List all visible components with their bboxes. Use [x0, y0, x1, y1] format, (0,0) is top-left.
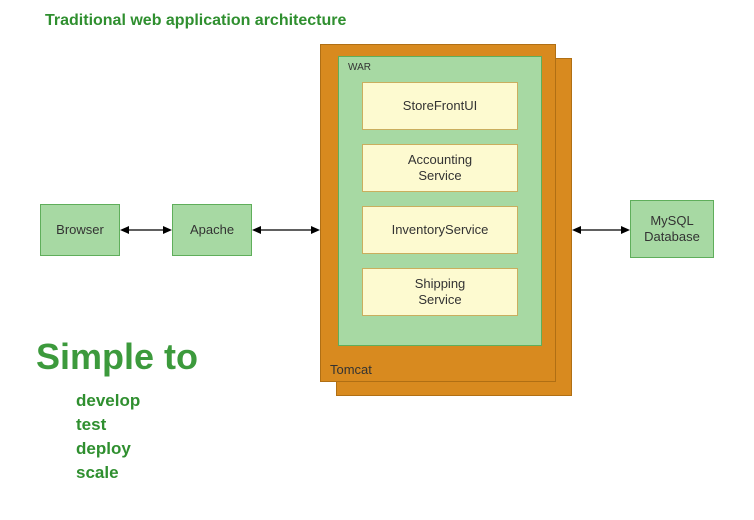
service-storefrontui: StoreFrontUI [362, 82, 518, 130]
service-label: ShippingService [415, 276, 466, 307]
service-label: InventoryService [392, 222, 489, 238]
service-label: StoreFrontUI [403, 98, 477, 114]
service-label: AccountingService [408, 152, 472, 183]
diagram-title: Traditional web application architecture [45, 12, 346, 30]
node-label: MySQLDatabase [644, 213, 700, 244]
service-inventory: InventoryService [362, 206, 518, 254]
headline-simple-to: Simple to [36, 336, 198, 378]
node-apache: Apache [172, 204, 252, 256]
service-accounting: AccountingService [362, 144, 518, 192]
bullet-item: test [76, 414, 140, 436]
service-shipping: ShippingService [362, 268, 518, 316]
bullet-item: develop [76, 390, 140, 412]
node-mysql: MySQLDatabase [630, 200, 714, 258]
bullet-item: scale [76, 462, 140, 484]
node-browser: Browser [40, 204, 120, 256]
war-label: WAR [348, 62, 371, 73]
node-label: Browser [56, 222, 104, 238]
bullet-list: develop test deploy scale [76, 390, 140, 486]
node-label: Apache [190, 222, 234, 238]
tomcat-label: Tomcat [330, 362, 372, 377]
bullet-item: deploy [76, 438, 140, 460]
